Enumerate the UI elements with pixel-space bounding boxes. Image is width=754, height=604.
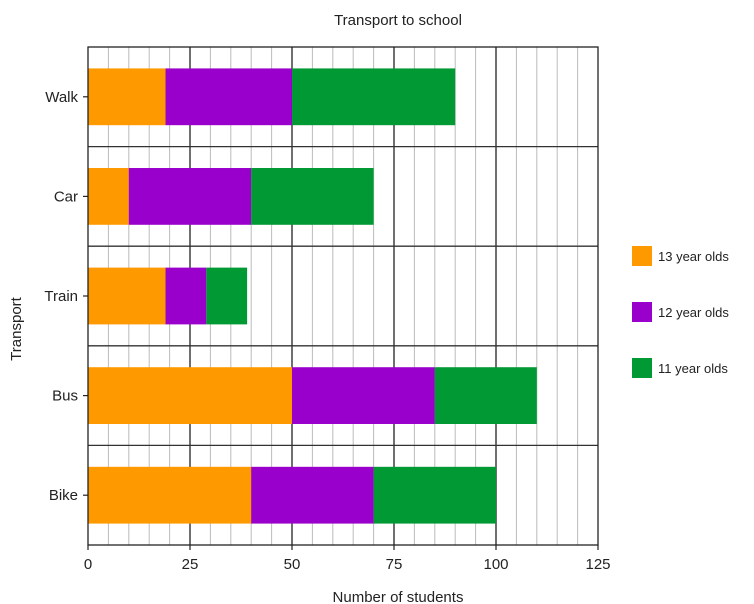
x-tick-label: 125 xyxy=(585,556,610,573)
bar-walk-12-year-olds xyxy=(165,68,292,126)
y-axis-label: Transport xyxy=(8,296,25,360)
x-axis-ticks: 0 25 50 75 100 125 xyxy=(84,545,611,573)
y-category-label: Car xyxy=(54,188,78,205)
legend-swatch xyxy=(632,302,652,322)
legend-label: 11 year olds xyxy=(658,361,728,376)
y-category-label: Bike xyxy=(49,487,78,504)
y-category-label: Bus xyxy=(52,388,78,405)
bar-walk-13-year-olds xyxy=(88,68,166,126)
legend-label: 13 year olds xyxy=(658,249,729,264)
bar-bike-11-year-olds xyxy=(373,466,496,524)
x-tick-label: 75 xyxy=(386,556,403,573)
x-tick-label: 25 xyxy=(182,556,199,573)
bar-train-13-year-olds xyxy=(88,267,166,325)
bar-bike-13-year-olds xyxy=(88,466,252,524)
bar-bus-13-year-olds xyxy=(88,367,292,424)
legend-swatch xyxy=(632,358,652,378)
bar-bus-12-year-olds xyxy=(292,367,435,424)
bar-car-11-year-olds xyxy=(251,168,374,225)
bar-train-11-year-olds xyxy=(206,267,248,325)
y-axis-categories: Walk Car Train Bus Bike xyxy=(44,89,88,504)
chart-title: Transport to school xyxy=(334,12,462,29)
x-tick-label: 100 xyxy=(483,556,508,573)
x-tick-label: 0 xyxy=(84,556,92,573)
y-category-label: Train xyxy=(44,288,78,305)
legend-label: 12 year olds xyxy=(658,305,729,320)
bar-walk-11-year-olds xyxy=(292,68,456,126)
bar-train-12-year-olds xyxy=(165,267,207,325)
legend-swatch xyxy=(632,246,652,266)
x-tick-label: 50 xyxy=(284,556,301,573)
y-category-label: Walk xyxy=(45,89,78,106)
bar-car-12-year-olds xyxy=(128,168,252,225)
bar-car-13-year-olds xyxy=(88,168,129,225)
gridlines xyxy=(88,47,598,545)
legend: 13 year olds 12 year olds 11 year olds xyxy=(632,246,729,378)
bar-bus-11-year-olds xyxy=(434,367,537,424)
x-axis-label: Number of students xyxy=(333,589,464,604)
bars xyxy=(88,68,537,524)
bar-bike-12-year-olds xyxy=(251,466,374,524)
